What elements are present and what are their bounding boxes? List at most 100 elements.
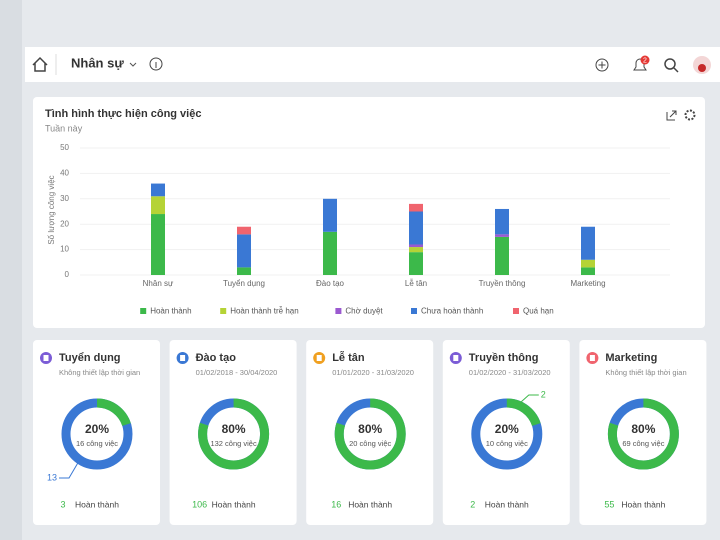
legend-label: Chưa hoàn thành [421, 307, 483, 316]
y-tick-label: 10 [60, 245, 69, 254]
bar-segment [409, 244, 423, 248]
donut-percent: 20% [85, 422, 109, 436]
settings-icon[interactable] [684, 109, 696, 121]
chevron[interactable] [129, 62, 137, 67]
bar-segment [323, 231, 337, 275]
x-tick-label: Marketing [570, 279, 605, 288]
x-tick-label: Truyền thông [479, 279, 526, 288]
donut-total: 16 công việc [76, 439, 118, 448]
legend-label: Chờ duyệt [345, 307, 383, 316]
card-title: Marketing [605, 352, 657, 364]
donut-total: 20 công việc [349, 439, 391, 448]
card-icon-glyph [316, 355, 322, 361]
done-label: Hoàn thành [212, 499, 256, 509]
badge-count: 2 [643, 57, 647, 64]
donut-completed [198, 398, 270, 470]
bar-segment [323, 198, 337, 232]
bar-segment [409, 252, 423, 275]
bar-segment [495, 208, 509, 235]
topbar [25, 47, 720, 82]
card-title: Lễ tân [332, 351, 365, 364]
card-title: Tuyển dụng [59, 352, 121, 364]
donut-percent: 80% [222, 422, 246, 436]
y-tick-label: 20 [60, 219, 69, 228]
legend-label: Hoàn thành [150, 307, 191, 316]
legend-swatch [220, 308, 227, 314]
bar-segment [409, 247, 423, 253]
search-icon[interactable] [664, 58, 676, 70]
legend-label: Hoàn thành trễ hạn [230, 307, 299, 316]
donut-completed [471, 398, 543, 470]
add-icon-plus [598, 61, 606, 69]
y-axis-title: Số lượng công việc [47, 175, 56, 244]
bar-segment [151, 183, 165, 197]
done-label: Hoàn thành [621, 499, 665, 509]
annotation-line [518, 394, 539, 405]
card [169, 340, 297, 525]
legend-swatch [513, 308, 519, 314]
card-period: 01/01/2020 - 31/03/2020 [332, 368, 414, 377]
done-label: Hoàn thành [75, 499, 119, 509]
module-title[interactable]: Nhân sự [71, 55, 124, 70]
legend-swatch [335, 308, 342, 314]
donut-percent: 80% [358, 422, 382, 436]
done-label: Hoàn thành [485, 499, 529, 509]
legend-label: Quá hạn [523, 307, 554, 316]
card-icon-glyph [43, 355, 49, 361]
card-title: Đào tạo [196, 352, 237, 364]
donut-percent: 20% [495, 422, 519, 436]
export-icon[interactable] [666, 110, 677, 121]
card-icon-glyph [453, 355, 459, 361]
home-icon[interactable] [32, 56, 48, 72]
done-count: 106 [192, 499, 207, 509]
bar-segment [409, 211, 423, 245]
bar-segment [581, 226, 595, 260]
done-count: 2 [470, 499, 475, 509]
bar-segment [237, 267, 251, 275]
x-tick-label: Đào tạo [316, 279, 345, 288]
card-title: Truyền thông [469, 352, 539, 364]
card-period: Không thiết lập thời gian [605, 368, 686, 377]
y-tick-label: 50 [60, 143, 69, 152]
donut-completed [334, 398, 406, 470]
donut-total: 10 công việc [486, 439, 528, 448]
chart-title: Tình hình thực hiện công việc [45, 108, 201, 120]
donut-completed [607, 398, 679, 470]
done-count: 16 [331, 499, 341, 509]
card-period: 01/02/2020 - 31/03/2020 [469, 368, 551, 377]
donut-annotation: 2 [541, 389, 546, 399]
bar-segment [581, 267, 595, 275]
done-count: 3 [60, 499, 65, 509]
donut-total: 132 công việc [210, 439, 257, 448]
card-icon-glyph [180, 355, 186, 361]
donut-total: 69 công việc [622, 439, 664, 448]
donut-annotation: 13 [47, 472, 57, 482]
bar-segment [581, 259, 595, 268]
y-tick-label: 0 [65, 270, 70, 279]
card [306, 340, 434, 525]
info-icon[interactable] [149, 57, 163, 71]
x-tick-label: Tuyển dụng [223, 279, 265, 288]
donut-percent: 80% [631, 422, 655, 436]
card [33, 340, 160, 525]
x-tick-label: Lễ tân [405, 279, 427, 288]
card [579, 340, 707, 525]
search-handle [673, 67, 679, 73]
bar-segment [151, 214, 165, 275]
annotation-line [59, 460, 80, 479]
y-tick-label: 30 [60, 194, 69, 203]
add-icon[interactable] [595, 58, 609, 72]
x-tick-label: Nhân sự [143, 279, 174, 288]
badge [640, 55, 650, 65]
bar-segment [151, 196, 165, 215]
chart-subtitle: Tuần này [45, 123, 83, 133]
done-label: Hoàn thành [348, 499, 392, 509]
bar-segment [495, 236, 509, 275]
avatar-figure [698, 64, 706, 72]
bar-segment [409, 203, 423, 212]
left-edge [0, 0, 22, 540]
card-period: Không thiết lập thời gian [59, 368, 140, 377]
chart-card [33, 97, 705, 328]
card-period: 01/02/2018 - 30/04/2020 [196, 368, 278, 377]
